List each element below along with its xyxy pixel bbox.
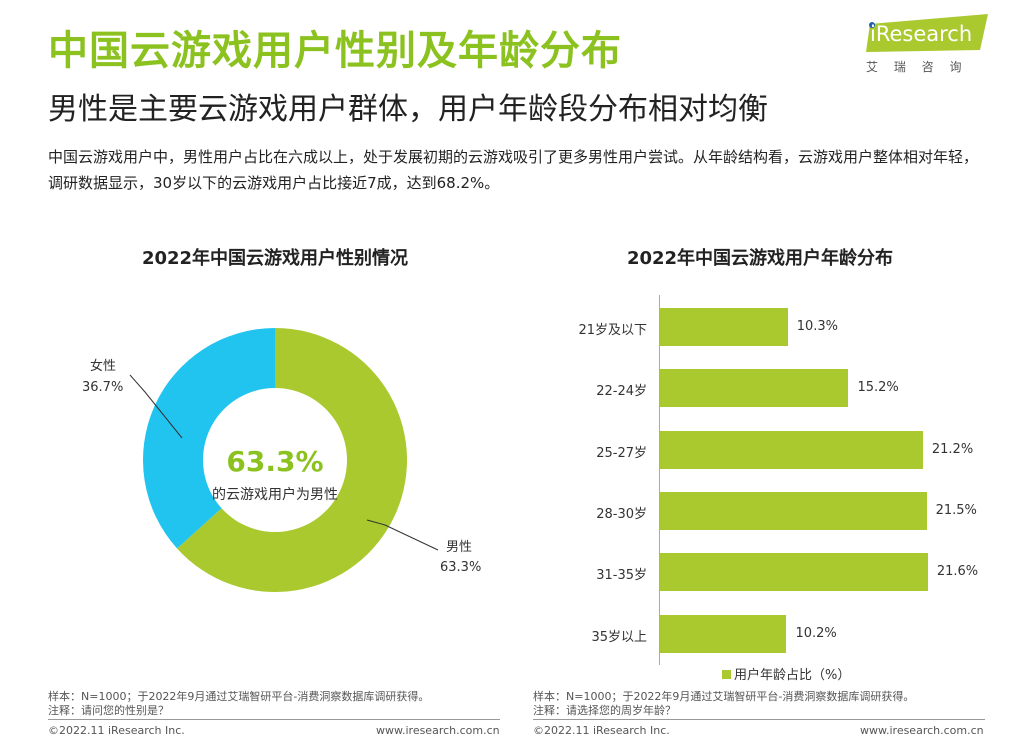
left-note: 注释：请问您的性别是？: [48, 704, 169, 717]
legend: 用户年龄占比（%）: [722, 664, 850, 683]
bar: [660, 553, 928, 592]
data-label: 15.2%: [857, 380, 899, 396]
copyright: ©2022.11 iResearch Inc.: [48, 724, 185, 737]
description: 中国云游戏用户中，男性用户占比在六成以上，处于发展初期的云游戏吸引了更多男性用户…: [48, 148, 979, 192]
bar: [660, 491, 927, 530]
bar: [660, 369, 849, 408]
bar: [660, 614, 787, 653]
right-sample-note: 样本：N=1000；于2022年9月通过艾瑞智研平台-消费洞察数据库调研获得。: [533, 690, 915, 703]
gender-chart-title: 2022年中国云游戏用户性别情况: [141, 248, 409, 269]
page-title: 中国云游戏用户性别及年龄分布: [48, 28, 622, 74]
legend-label: 用户年龄占比（%）: [734, 668, 851, 683]
slice-女性: [142, 328, 275, 549]
logo-cn: 艾 瑞 咨 询: [866, 60, 968, 74]
category-label: 22-24岁: [596, 384, 647, 400]
data-label: 21.6%: [936, 564, 979, 580]
female-value: 36.7%: [82, 380, 124, 395]
age-bar-chart: 21岁及以下 10.3% 22-24岁 15.2% 25-27岁 21.2% 28-30岁 2…: [520, 290, 1000, 670]
right-note: 注释：请选择您的周岁年龄？: [533, 704, 676, 717]
data-label: 21.5%: [935, 502, 977, 518]
female-label: 女性: [90, 359, 117, 374]
logo-badge: [866, 14, 988, 52]
data-label: 21.2%: [931, 441, 974, 457]
category-label: 28-30岁: [596, 506, 647, 522]
bar: [660, 308, 788, 346]
gender-donut-chart: [129, 328, 439, 592]
age-chart-title: 2022年中国云游戏用户年龄分布: [626, 248, 894, 269]
divider: [533, 719, 985, 720]
legend-swatch: [722, 670, 731, 679]
slice-男性: [177, 328, 407, 592]
logo: iResearch 艾 瑞 咨 询: [862, 14, 992, 76]
male-label: 男性: [446, 540, 473, 555]
website-link[interactable]: www.iresearch.com.cn: [860, 724, 984, 737]
leader-line: [129, 374, 183, 439]
center-text: 的云游戏用户为男性: [212, 487, 338, 503]
page-subtitle: 男性是主要云游戏用户群体，用户年龄段分布相对均衡: [48, 92, 768, 127]
website-link[interactable]: www.iresearch.com.cn: [376, 724, 500, 737]
logo-text: iResearch: [870, 22, 973, 46]
bar: [660, 430, 923, 469]
copyright: ©2022.11 iResearch Inc.: [533, 724, 670, 737]
category-label: 35岁以上: [591, 629, 647, 645]
left-sample-note: 样本：N=1000；于2022年9月通过艾瑞智研平台-消费洞察数据库调研获得。: [48, 690, 430, 703]
category-label: 25-27岁: [596, 445, 647, 461]
category-label: 31-35岁: [596, 568, 647, 584]
data-label: 10.3%: [796, 319, 839, 334]
category-label: 21岁及以下: [578, 323, 647, 338]
center-value: 63.3%: [226, 445, 324, 478]
leader-line: [366, 519, 439, 551]
data-label: 10.2%: [795, 625, 837, 641]
male-value: 63.3%: [440, 560, 482, 575]
y-axis: [659, 295, 660, 665]
divider: [48, 719, 500, 720]
